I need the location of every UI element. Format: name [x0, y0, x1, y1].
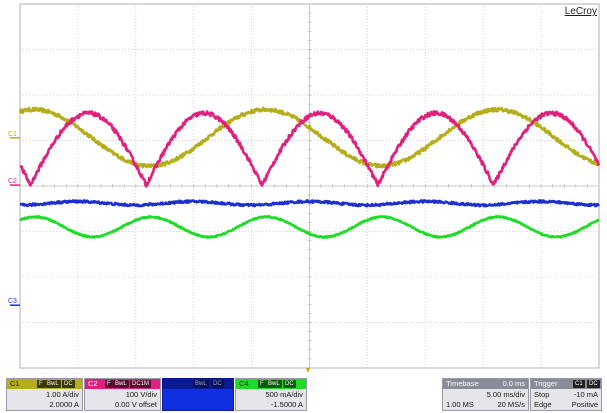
- channel-4-offset: -1.5000 A: [270, 400, 303, 409]
- channel-4-header: C4 F BwL DC: [236, 379, 306, 389]
- timebase-delay: 0.0 ms: [502, 379, 525, 388]
- timebase-panel[interactable]: Timebase 0.0 ms 5.00 ms/div 1.00 MS 20 M…: [442, 378, 529, 411]
- trigger-source-chip: C1: [573, 380, 585, 388]
- channel-1-header: C1 F BwL DC: [7, 379, 82, 389]
- trigger-type: Edge: [534, 400, 552, 409]
- marker-label-c3: C3: [8, 298, 17, 305]
- trigger-title: Trigger: [534, 379, 558, 388]
- channel-4-scale: 500 mA/div: [265, 390, 303, 399]
- marker-label-c2: C2: [8, 178, 17, 185]
- channel-4-panel[interactable]: C4 F BwL DC 500 mA/div -1.5000 A: [235, 378, 307, 411]
- channel-4-coupling-chip: DC: [283, 380, 296, 388]
- trigger-position-marker: [306, 368, 310, 373]
- channel-2-coupling-chip: DC1M: [130, 380, 152, 388]
- trace-c3: [19, 199, 601, 208]
- brand-logo: LeCroy: [564, 6, 597, 17]
- channel-3-panel[interactable]: BwL DC: [162, 378, 234, 411]
- channel-2-bwl-chip: BwL: [113, 380, 129, 388]
- trigger-mode: Stop: [534, 390, 550, 399]
- timebase-samples: 1.00 MS: [446, 400, 474, 409]
- channel-3-coupling-chip: DC: [211, 380, 224, 388]
- trace-c2: [19, 110, 601, 188]
- channel-1-name: C1: [10, 379, 20, 388]
- channel-2-filter-chip: F: [105, 380, 113, 388]
- timebase-header: Timebase 0.0 ms: [443, 379, 528, 389]
- channel-4-filter-chip: F: [258, 380, 266, 388]
- channel-1-offset: 2.0000 A: [49, 400, 79, 409]
- channel-2-panel[interactable]: C2 F BwL DC1M 100 V/div 0.00 V offset: [84, 378, 161, 411]
- marker-label-c1: C1: [8, 131, 17, 138]
- channel-2-scale: 100 V/div: [125, 390, 157, 399]
- timebase-title: Timebase: [446, 379, 479, 388]
- channel-1-scale: 1.00 A/div: [46, 390, 79, 399]
- channel-4-name: C4: [239, 379, 249, 388]
- trigger-level: -10 mA: [573, 390, 598, 399]
- timebase-rate: 20 MS/s: [497, 400, 525, 409]
- channel-1-bwl-chip: BwL: [45, 380, 61, 388]
- channel-4-bwl-chip: BwL: [266, 380, 282, 388]
- channel-2-header: C2 F BwL DC1M: [85, 379, 160, 389]
- channel-1-filter-chip: F: [37, 380, 45, 388]
- trigger-panel[interactable]: Trigger C1 DC Stop -10 mA Edge Positive: [530, 378, 602, 411]
- trace-c1: [18, 106, 600, 169]
- channel-markers: C1 C2 C3: [8, 131, 20, 306]
- waveform-traces: [18, 106, 601, 239]
- channel-2-name: C2: [88, 379, 98, 388]
- trigger-coupling-chip: DC: [587, 380, 600, 388]
- trigger-position-icon: [306, 368, 310, 373]
- trigger-slope: Positive: [571, 400, 598, 409]
- trigger-header: Trigger C1 DC: [531, 379, 601, 389]
- channel-3-bwl-chip: BwL: [193, 380, 209, 388]
- channel-1-panel[interactable]: C1 F BwL DC 1.00 A/div 2.0000 A: [6, 378, 83, 411]
- timebase-per-div: 5.00 ms/div: [486, 390, 525, 399]
- channel-3-header: BwL DC: [163, 379, 233, 389]
- trace-c4: [19, 215, 600, 239]
- channel-2-offset: 0.00 V offset: [115, 400, 157, 409]
- channel-1-coupling-chip: DC: [62, 380, 75, 388]
